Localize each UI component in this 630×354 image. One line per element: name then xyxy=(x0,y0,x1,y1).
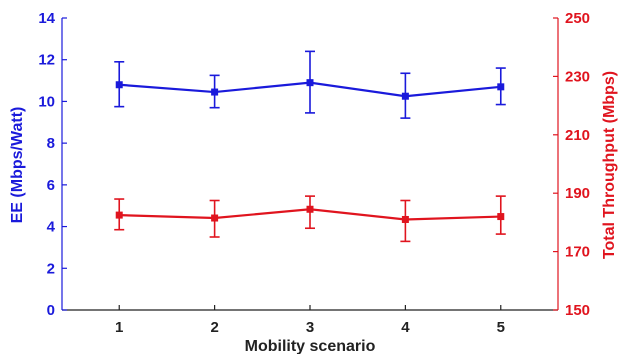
right-y-tick-label: 250 xyxy=(565,10,590,27)
left-y-tick-label: 6 xyxy=(47,177,55,194)
x-tick-label: 2 xyxy=(210,319,218,336)
x-tick-label: 4 xyxy=(401,319,410,336)
left-y-axis-label: EE (Mbps/Watt) xyxy=(9,107,26,224)
x-axis-label: Mobility scenario xyxy=(245,338,376,354)
data-point xyxy=(401,92,409,100)
right-y-tick-label: 210 xyxy=(565,127,590,144)
left-y-tick-label: 0 xyxy=(47,302,55,319)
x-tick-label: 1 xyxy=(115,319,123,336)
series-throughput xyxy=(114,195,506,243)
series-ee xyxy=(114,50,506,119)
right-y-axis: 150 170 190 210 230 250 xyxy=(553,10,590,319)
right-y-tick-label: 230 xyxy=(565,68,590,85)
data-point xyxy=(211,214,219,222)
data-point xyxy=(211,88,219,96)
data-point xyxy=(401,215,409,223)
right-y-tick-label: 150 xyxy=(565,302,590,319)
right-y-axis-label: Total Throughput (Mbps) xyxy=(601,71,618,259)
left-y-tick-label: 14 xyxy=(38,10,55,27)
left-y-tick-label: 12 xyxy=(38,52,55,69)
data-point xyxy=(306,205,314,213)
right-y-tick-label: 170 xyxy=(565,244,590,261)
x-tick-label: 3 xyxy=(306,319,314,336)
left-y-tick-label: 4 xyxy=(47,219,56,236)
right-y-tick-label: 190 xyxy=(565,185,590,202)
data-point xyxy=(497,213,505,221)
data-point xyxy=(497,83,505,91)
left-y-tick-label: 8 xyxy=(47,135,55,152)
left-y-tick-label: 2 xyxy=(47,260,55,277)
data-point xyxy=(115,211,123,219)
left-y-axis: 0 2 4 6 8 10 12 14 xyxy=(38,10,67,319)
x-tick-label: 5 xyxy=(497,319,505,336)
data-point xyxy=(115,81,123,89)
left-y-tick-label: 10 xyxy=(38,93,55,110)
x-axis: 1 2 3 4 5 xyxy=(62,305,558,336)
plot-area xyxy=(114,50,506,243)
data-point xyxy=(306,79,314,87)
